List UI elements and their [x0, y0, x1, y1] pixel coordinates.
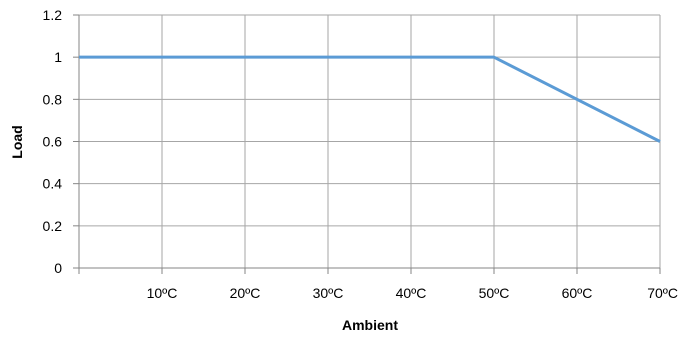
- y-tick-labels: 0 0.2 0.4 0.6 0.8 1 1.2: [43, 7, 63, 276]
- x-tick-label: 70ºC: [647, 285, 678, 301]
- y-tick-label: 1: [54, 49, 62, 65]
- load-series-line: [79, 55, 661, 143]
- x-tick-label: 20ºC: [230, 285, 261, 301]
- x-tick-labels: 10ºC 20ºC 30ºC 40ºC 50ºC 60ºC 70ºC: [147, 285, 678, 301]
- y-tick-label: 0.6: [43, 134, 63, 150]
- y-axis-title: Load: [9, 125, 25, 158]
- grid: [79, 14, 661, 268]
- y-tick-label: 1.2: [43, 7, 63, 23]
- x-tick-label: 40ºC: [396, 285, 427, 301]
- series: [79, 55, 661, 143]
- x-axis-title: Ambient: [342, 317, 398, 333]
- x-tick-label: 10ºC: [147, 285, 178, 301]
- y-tick-label: 0: [54, 260, 62, 276]
- x-tick-label: 60ºC: [562, 285, 593, 301]
- y-tick-label: 0.8: [43, 91, 63, 107]
- y-tick-label: 0.4: [43, 176, 63, 192]
- axes: [73, 14, 661, 274]
- x-tick-label: 50ºC: [479, 285, 510, 301]
- y-tick-label: 0.2: [43, 218, 63, 234]
- x-tick-label: 30ºC: [313, 285, 344, 301]
